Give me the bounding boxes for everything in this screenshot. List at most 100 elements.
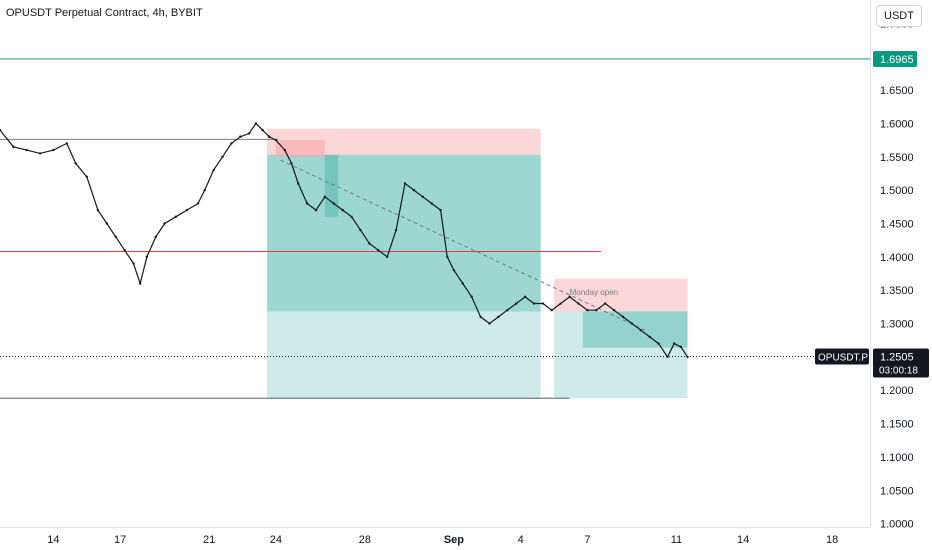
price-point-39 bbox=[359, 228, 362, 232]
price-point-56 bbox=[506, 308, 509, 312]
price-point-66 bbox=[595, 308, 598, 312]
price-point-41 bbox=[377, 248, 380, 252]
symbol-label: OPUSDT.P bbox=[818, 353, 868, 364]
price-point-47 bbox=[430, 202, 433, 205]
price-tick-12: 1.0500 bbox=[880, 485, 914, 497]
price-point-34 bbox=[314, 208, 318, 212]
position1-extended-zone bbox=[267, 311, 541, 399]
price-point-54 bbox=[488, 322, 491, 325]
price-tick-2: 1.6000 bbox=[880, 118, 914, 130]
time-tick-2: 21 bbox=[203, 534, 215, 546]
price-tick-11: 1.1000 bbox=[880, 452, 914, 464]
price-point-72 bbox=[648, 335, 651, 339]
price-point-77 bbox=[686, 355, 689, 359]
price-point-21 bbox=[212, 168, 215, 172]
price-point-26 bbox=[254, 122, 258, 125]
price-point-12 bbox=[132, 262, 135, 265]
time-axis[interactable]: 14 17 21 24 28 Sep 4 7 11 14 18 bbox=[0, 527, 870, 547]
price-point-71 bbox=[639, 329, 643, 332]
price-point-60 bbox=[541, 302, 545, 305]
price-point-44 bbox=[403, 182, 407, 185]
price-point-6 bbox=[74, 162, 77, 165]
price-point-62 bbox=[559, 302, 562, 305]
time-tick-10: 18 bbox=[826, 534, 838, 546]
price-point-38 bbox=[350, 215, 353, 219]
monday-open-label: Monday open bbox=[570, 288, 618, 297]
price-point-31 bbox=[290, 162, 293, 165]
price-point-74 bbox=[666, 355, 669, 359]
time-tick-6: 4 bbox=[518, 534, 524, 546]
price-point-52 bbox=[470, 295, 473, 299]
time-tick-7: 7 bbox=[584, 534, 590, 546]
price-tick-1: 1.6500 bbox=[880, 85, 914, 97]
currency-button[interactable]: USDT bbox=[876, 5, 922, 27]
time-tick-5: Sep bbox=[444, 534, 464, 546]
symbol-label-bg bbox=[815, 348, 869, 365]
price-axis[interactable]: 1.75001.65001.60001.55001.50001.45001.40… bbox=[870, 0, 914, 531]
price-point-28 bbox=[268, 135, 271, 138]
price-point-2 bbox=[25, 148, 28, 152]
price-line bbox=[0, 122, 689, 359]
price-tick-6: 1.4000 bbox=[880, 252, 914, 264]
price-point-7 bbox=[85, 175, 88, 178]
price-point-13 bbox=[138, 282, 142, 285]
price-point-51 bbox=[461, 282, 465, 285]
price-point-33 bbox=[305, 202, 309, 205]
countdown-label: 03:00:18 bbox=[879, 366, 918, 377]
price-point-53 bbox=[479, 315, 482, 319]
price-tick-3: 1.5500 bbox=[880, 152, 914, 164]
price-tick-9: 1.2000 bbox=[880, 385, 914, 397]
position2-stop-zone bbox=[554, 278, 688, 312]
position-areas bbox=[267, 128, 688, 399]
price-point-46 bbox=[421, 195, 424, 198]
price-point-23 bbox=[230, 142, 233, 145]
price-point-59 bbox=[532, 302, 536, 305]
price-point-63 bbox=[568, 295, 571, 299]
price-point-0 bbox=[0, 128, 2, 132]
price-point-16 bbox=[163, 222, 166, 225]
price-point-43 bbox=[394, 228, 398, 232]
price-point-37 bbox=[341, 208, 344, 212]
price-point-73 bbox=[657, 342, 660, 345]
price-tick-13: 1.0000 bbox=[880, 519, 914, 531]
price-point-36 bbox=[332, 202, 335, 205]
price-point-65 bbox=[586, 308, 589, 312]
price-point-27 bbox=[261, 128, 264, 132]
price-point-19 bbox=[196, 202, 200, 205]
price-point-8 bbox=[96, 208, 100, 212]
small-stop-zone bbox=[275, 140, 325, 157]
price-point-48 bbox=[439, 208, 442, 212]
price-point-3 bbox=[38, 152, 42, 155]
price-point-24 bbox=[239, 135, 242, 138]
horizontal-levels bbox=[0, 58, 870, 399]
price-point-70 bbox=[630, 322, 634, 325]
price-point-10 bbox=[114, 235, 117, 239]
price-point-11 bbox=[123, 248, 126, 252]
time-tick-1: 17 bbox=[114, 534, 126, 546]
price-point-30 bbox=[283, 148, 287, 152]
time-tick-0: 14 bbox=[47, 534, 59, 546]
price-tick-5: 1.4500 bbox=[880, 218, 914, 230]
price-series bbox=[0, 122, 689, 359]
price-point-18 bbox=[185, 208, 189, 212]
position2-target-zone bbox=[554, 311, 688, 399]
price-point-61 bbox=[550, 308, 554, 312]
price-point-14 bbox=[145, 255, 149, 259]
price-point-4 bbox=[52, 148, 55, 152]
current-price-label-bg bbox=[873, 348, 929, 378]
price-point-58 bbox=[523, 295, 527, 299]
price-point-45 bbox=[412, 188, 416, 192]
price-point-1 bbox=[12, 145, 15, 148]
price-point-49 bbox=[446, 255, 449, 259]
price-point-32 bbox=[296, 182, 300, 185]
price-point-75 bbox=[672, 342, 676, 345]
time-tick-4: 28 bbox=[359, 534, 371, 546]
price-point-67 bbox=[604, 302, 607, 305]
price-tick-4: 1.5000 bbox=[880, 185, 914, 197]
price-point-64 bbox=[577, 302, 580, 305]
price-labels: Monday open 1.6965 OPUSDT.P 1.2505 03:00:18 bbox=[570, 51, 929, 378]
current-price-label: 1.2505 bbox=[880, 352, 914, 364]
time-tick-9: 14 bbox=[737, 534, 749, 546]
price-tick-8: 1.3000 bbox=[880, 319, 914, 331]
